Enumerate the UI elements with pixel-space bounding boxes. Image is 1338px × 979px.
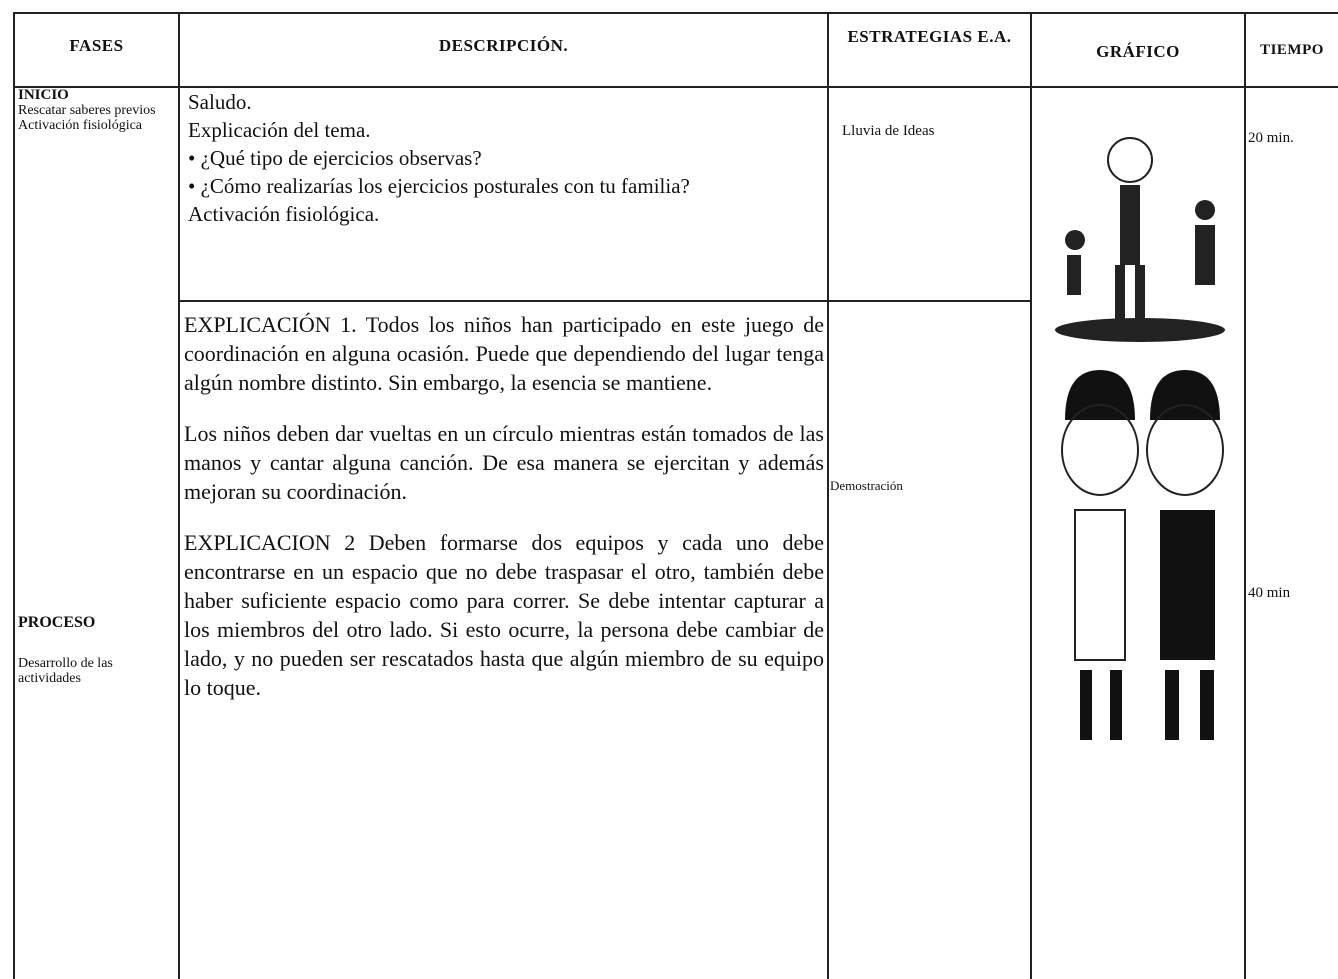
rule xyxy=(13,12,15,979)
phase-title: INICIO xyxy=(18,87,69,103)
phase-item: Rescatar saberes previos xyxy=(18,103,156,118)
rule xyxy=(13,12,1338,14)
header-cell: ESTRATEGIAS E.A. xyxy=(847,27,1012,46)
description-paragraph: EXPLICACION 2 Deben formarse dos equipos… xyxy=(184,530,824,700)
phase-item: Activación fisiológica xyxy=(18,118,143,133)
header-cell: TIEMPO xyxy=(1260,42,1324,58)
description-line: • ¿Qué tipo de ejercicios observas? xyxy=(188,146,482,170)
description-line: • ¿Cómo realizarías los ejercicios postu… xyxy=(188,174,690,198)
illustration xyxy=(1055,137,1225,740)
description-line: Activación fisiológica. xyxy=(188,202,380,226)
phase-title: PROCESO xyxy=(18,614,96,631)
description-line: Explicación del tema. xyxy=(188,118,371,142)
description-paragraph: Los niños deben dar vueltas en un círcul… xyxy=(184,421,824,504)
phase-cell: PROCESO Desarrollo de las actividades xyxy=(18,614,176,687)
rule xyxy=(827,12,829,979)
header-cell: FASES xyxy=(69,36,124,55)
rule xyxy=(180,300,1030,302)
strategy: Lluvia de Ideas xyxy=(842,123,935,139)
strategy: Demostración xyxy=(830,478,903,493)
description-cell: Saludo. Explicación del tema. • ¿Qué tipo … xyxy=(188,88,818,228)
rule xyxy=(13,86,1338,88)
header-cell: GRÁFICO xyxy=(1096,42,1180,61)
phase-item: Desarrollo de las actividades xyxy=(18,656,113,686)
description-paragraph: EXPLICACIÓN 1. Todos los niños han parti… xyxy=(184,312,824,395)
rule xyxy=(1244,12,1246,979)
rule xyxy=(178,12,180,979)
time: 20 min. xyxy=(1248,130,1294,146)
time: 40 min xyxy=(1248,585,1291,601)
description-line: Saludo. xyxy=(188,90,252,114)
header-cell: DESCRIPCIÓN. xyxy=(438,36,569,55)
phase-cell: INICIO Rescatar saberes previos Activació… xyxy=(18,87,176,134)
description-cell: EXPLICACIÓN 1. Todos los niños han parti… xyxy=(184,310,824,724)
rule xyxy=(1030,12,1032,979)
